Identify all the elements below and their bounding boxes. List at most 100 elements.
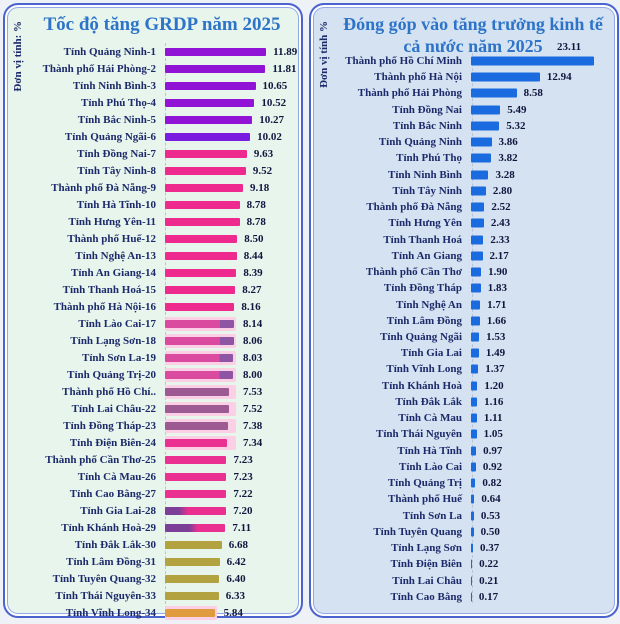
value-label: 2.33	[490, 233, 510, 246]
bar-track: 3.28	[471, 168, 615, 182]
bar	[165, 608, 215, 617]
value-label: 0.53	[480, 509, 501, 522]
bar-row: Tỉnh Cà Mau-26 7.23	[9, 468, 299, 485]
category-label: Tỉnh Lạng Sơn-18	[70, 334, 156, 347]
category-label: Tỉnh Lâm Đồng	[386, 314, 462, 327]
bar	[165, 523, 226, 532]
bar-row: Tỉnh Khánh Hoà-29 7.11	[9, 519, 299, 536]
bar-track: 8.50	[165, 232, 299, 246]
value-label: 10.27	[259, 113, 285, 126]
bar-row: Thành phố Đà Nẵng-9 9.18	[9, 179, 299, 196]
y-axis-line	[472, 53, 473, 603]
bar-track: 23.11	[471, 41, 615, 68]
bar-track: 8.16	[165, 300, 299, 314]
bar-row: Thành phố Huế-12 8.50	[9, 230, 299, 247]
bar	[165, 183, 244, 192]
category-label: Tỉnh Hưng Yên	[388, 217, 462, 230]
category-label: Tỉnh Khánh Hoà-29	[61, 521, 156, 534]
y-axis-line	[165, 43, 166, 619]
bar-row: Thành phố Cần Thơ 1.90	[315, 264, 615, 280]
bar-row: Tỉnh Gia Lai 1.49	[315, 345, 615, 361]
bar	[471, 364, 479, 374]
value-label: 2.17	[489, 249, 509, 262]
bar-track: 7.53	[165, 384, 299, 399]
category-label: Tỉnh Cà Mau-26	[77, 470, 156, 483]
bar-row: Tỉnh Lào Cai 0.92	[315, 459, 615, 475]
category-label: Tỉnh Phú Thọ	[396, 152, 462, 165]
value-label: 8.44	[243, 249, 263, 262]
category-label: Tỉnh Điện Biên	[390, 558, 462, 571]
bar	[165, 98, 255, 107]
bar-track: 5.49	[471, 103, 615, 117]
bar-track: 10.65	[165, 79, 299, 93]
bar	[471, 235, 484, 245]
bar-row: Tỉnh Ninh Bình-3 10.65	[9, 77, 299, 94]
category-label: Thành phố Hồ Chí Minh	[345, 55, 462, 67]
bar-row: Tỉnh Lâm Đồng-31 6.42	[9, 553, 299, 570]
value-label: 7.23	[233, 470, 253, 483]
value-label: 12.94	[546, 71, 572, 84]
category-label: Tỉnh Hưng Yên-11	[68, 215, 157, 228]
category-label: Thành phố Cần Thơ	[365, 266, 462, 279]
bar-row: Tỉnh Hà Tĩnh 0.97	[315, 443, 615, 459]
bar-track: 3.86	[471, 135, 615, 149]
bar-track: 8.78	[165, 215, 299, 229]
bar-track: 1.05	[471, 427, 615, 441]
value-label: 8.14	[242, 317, 263, 330]
bar	[165, 370, 233, 379]
category-label: Tỉnh Gia Lai	[400, 347, 462, 360]
bar-row: Tỉnh Cà Mau 1.11	[315, 410, 615, 426]
bar-row: Thành phố Hà Nội 12.94	[315, 69, 615, 85]
bar-track: 0.97	[471, 444, 615, 458]
bar	[471, 413, 477, 423]
value-label: 1.49	[485, 347, 506, 360]
bar-track: 8.03	[165, 350, 299, 365]
bar-row: Thành phố Hải Phòng-2 11.81	[9, 60, 299, 77]
bar-track: 1.49	[471, 346, 615, 360]
bar	[165, 387, 229, 396]
grdp-growth-chart-panel: Đơn vị tính: % Tốc độ tăng GRDP năm 2025…	[3, 3, 303, 620]
value-label: 6.42	[226, 555, 246, 568]
value-label: 1.71	[487, 298, 507, 311]
category-label: Tỉnh Sơn La	[402, 509, 462, 522]
value-label: 8.06	[242, 334, 263, 347]
bar-track: 6.68	[165, 538, 299, 552]
category-label: Tỉnh Lào Cai	[399, 460, 462, 473]
value-label: 0.37	[479, 542, 500, 555]
bar-track: 8.78	[165, 198, 299, 212]
bar-row: Thành phố Hồ Chí Minh 23.11	[315, 41, 615, 69]
bar-row: Thành phố Hà Nội-16 8.16	[9, 298, 299, 315]
bar-track: 6.33	[165, 589, 299, 603]
bar	[471, 576, 473, 585]
bar	[471, 381, 478, 391]
bar	[165, 591, 219, 600]
bar-track: 0.82	[471, 476, 615, 490]
value-label: 0.17	[478, 590, 499, 603]
bar-track: 0.17	[471, 590, 615, 604]
value-label: 8.27	[242, 283, 262, 296]
bar	[165, 149, 247, 158]
bar-track: 5.32	[471, 119, 615, 133]
bar-track: 7.23	[165, 470, 299, 484]
bar-track: 9.52	[165, 164, 299, 178]
value-label: 1.11	[483, 412, 503, 425]
category-label: Thành phố Hải Phòng-2	[42, 62, 156, 75]
category-label: Tỉnh Cà Mau	[398, 412, 462, 425]
value-label: 0.82	[482, 477, 502, 490]
bar-row: Tỉnh Lai Châu 0.21	[315, 573, 615, 589]
value-label: 7.20	[233, 504, 253, 517]
bar-track: 9.18	[165, 181, 299, 195]
bar-track: 8.14	[165, 316, 299, 331]
bar	[165, 47, 267, 56]
bar	[165, 319, 235, 328]
bar-track: 8.06	[165, 333, 299, 348]
value-label: 7.38	[242, 419, 263, 432]
bar-track: 10.52	[165, 96, 299, 110]
bar-row: Tỉnh Lạng Sơn-18 8.06	[9, 332, 299, 349]
value-label: 7.34	[242, 436, 263, 449]
bar-row: Tỉnh Lạng Sơn 0.37	[315, 540, 615, 556]
value-label: 0.97	[483, 444, 503, 457]
bar-track: 10.02	[165, 130, 299, 144]
bar-row: Tỉnh Tây Ninh-8 9.52	[9, 162, 299, 179]
bar-row: Tỉnh Sơn La-19 8.03	[9, 349, 299, 366]
